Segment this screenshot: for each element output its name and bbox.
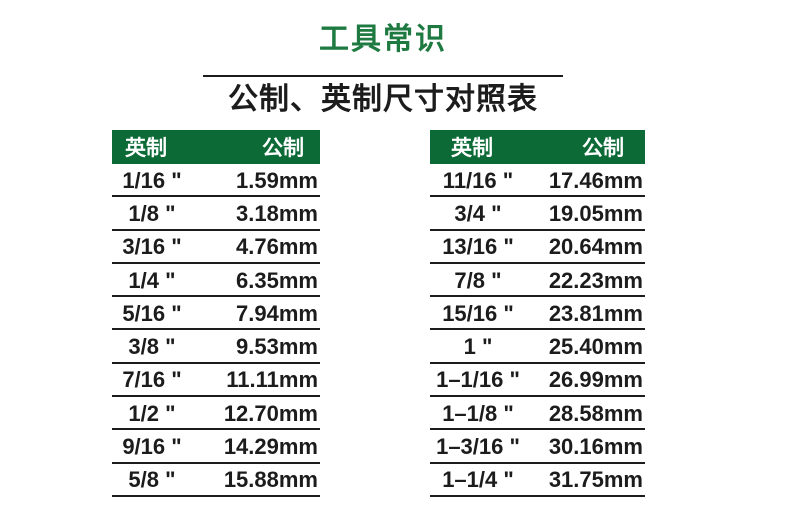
imperial-value: 3/16 " [122, 234, 182, 260]
metric-value: 26.99mm [548, 367, 643, 393]
table-row: 1/8 " 3.18mm [112, 197, 320, 231]
metric-header-label: 公制 [582, 137, 624, 160]
table-row: 1/16 " 1.59mm [112, 164, 320, 198]
table-row: 11/16 " 17.46mm [430, 164, 645, 198]
imperial-value: 5/8 " [128, 467, 176, 493]
table-row: 1/4 " 6.35mm [112, 264, 320, 298]
table-row: 1/2 " 12.70mm [112, 397, 320, 431]
metric-header-label: 公制 [262, 137, 304, 160]
table-row: 3/16 " 4.76mm [112, 231, 320, 264]
imperial-value: 11/16 " [442, 167, 514, 193]
imperial-header-label: 英制 [451, 137, 493, 160]
table-row: 3/4 " 19.05mm [430, 197, 645, 231]
imperial-value: 7/8 " [454, 267, 502, 293]
conversion-table-right: 英制 公制 11/16 " 17.46mm 3/4 " 19.05mm 13/1… [430, 130, 645, 497]
metric-value: 31.75mm [548, 467, 643, 493]
imperial-value: 1–1/16 " [436, 367, 520, 393]
imperial-value: 7/16 " [122, 367, 182, 393]
imperial-value: 1 " [463, 334, 493, 360]
imperial-value: 1/2 " [128, 400, 176, 426]
metric-value: 12.70mm [223, 400, 318, 426]
metric-value: 20.64mm [548, 234, 643, 260]
imperial-value: 1/16 " [122, 167, 182, 193]
metric-value: 4.76mm [236, 234, 318, 260]
imperial-value: 1–3/16 " [436, 434, 520, 460]
metric-value: 30.16mm [548, 434, 643, 460]
page-title: 工具常识 [319, 23, 447, 56]
conversion-table-left: 英制 公制 1/16 " 1.59mm 1/8 " 3.18mm 3/16 " … [112, 130, 320, 497]
table-row: 9/16 " 14.29mm [112, 430, 320, 464]
table-row: 1–1/8 " 28.58mm [430, 397, 645, 431]
imperial-value: 13/16 " [442, 234, 514, 260]
table-row: 1–3/16 " 30.16mm [430, 430, 645, 464]
metric-value: 1.59mm [236, 167, 318, 193]
table-row: 1–1/4 " 31.75mm [430, 464, 645, 497]
table-row: 5/16 " 7.94mm [112, 297, 320, 331]
imperial-value: 9/16 " [122, 434, 182, 460]
page-subtitle: 公制、英制尺寸对照表 [228, 83, 538, 116]
imperial-value: 3/4 " [454, 200, 502, 226]
metric-value: 25.40mm [548, 334, 643, 360]
metric-value: 9.53mm [236, 334, 318, 360]
table-header: 英制 公制 [112, 130, 320, 164]
metric-value: 11.11mm [226, 367, 318, 393]
imperial-value: 5/16 " [122, 300, 182, 326]
table-row: 7/8 " 22.23mm [430, 264, 645, 298]
table-row: 15/16 " 23.81mm [430, 297, 645, 331]
metric-value: 15.88mm [223, 467, 318, 493]
imperial-value: 1/4 " [128, 267, 176, 293]
metric-value: 19.05mm [548, 200, 643, 226]
table-row: 3/8 " 9.53mm [112, 330, 320, 364]
table-row: 7/16 " 11.11mm [112, 364, 320, 398]
metric-value: 23.81mm [548, 300, 643, 326]
table-row: 1 " 25.40mm [430, 330, 645, 364]
imperial-value: 3/8 " [128, 334, 176, 360]
table-row: 1–1/16 " 26.99mm [430, 364, 645, 398]
page-header: 工具常识 公制、英制尺寸对照表 [148, 22, 618, 116]
metric-value: 3.18mm [236, 200, 318, 226]
table-row: 13/16 " 20.64mm [430, 231, 645, 264]
imperial-value: 15/16 " [442, 300, 514, 326]
metric-value: 6.35mm [236, 267, 318, 293]
title-divider-line [203, 75, 563, 77]
metric-value: 7.94mm [236, 300, 318, 326]
metric-value: 17.46mm [548, 167, 643, 193]
imperial-value: 1/8 " [128, 200, 176, 226]
imperial-value: 1–1/4 " [442, 467, 514, 493]
imperial-value: 1–1/8 " [442, 400, 514, 426]
table-row: 5/8 " 15.88mm [112, 464, 320, 497]
metric-value: 22.23mm [548, 267, 643, 293]
table-header: 英制 公制 [430, 130, 645, 164]
imperial-header-label: 英制 [125, 137, 167, 160]
metric-value: 14.29mm [223, 434, 318, 460]
metric-value: 28.58mm [548, 400, 643, 426]
